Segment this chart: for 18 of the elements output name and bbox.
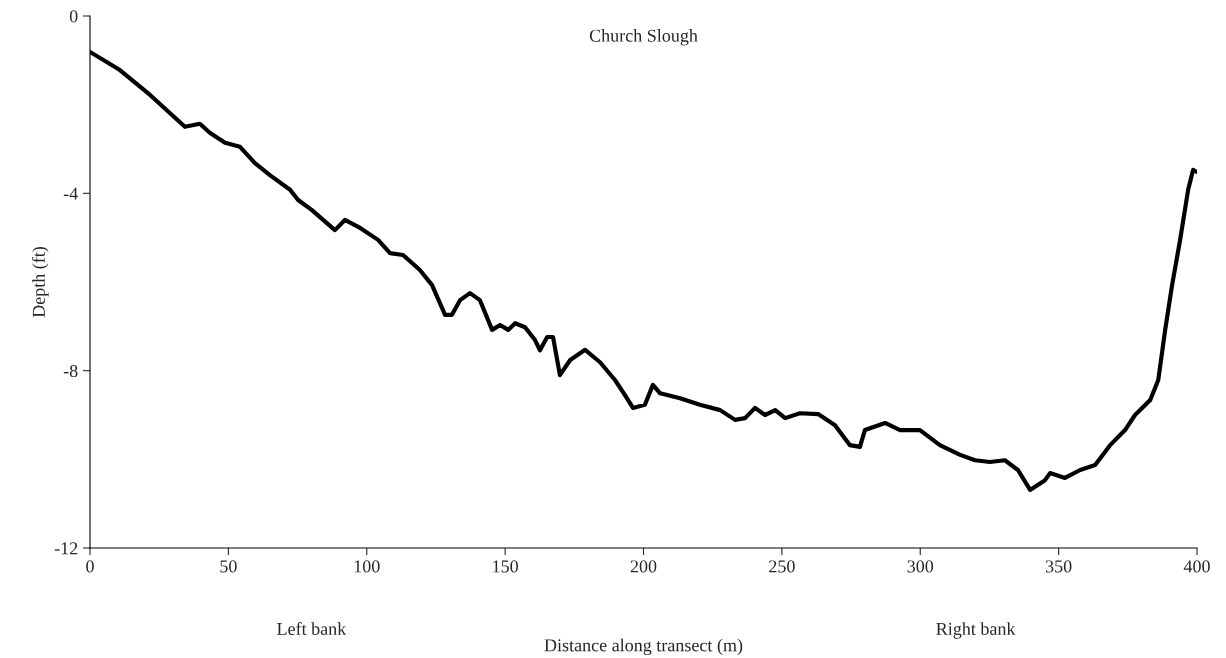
x-tick-label: 50	[220, 560, 237, 573]
y-tick-label: -8	[63, 364, 78, 378]
x-tick-label: 200	[630, 560, 657, 573]
x-tick-label: 150	[493, 560, 518, 573]
x-tick-label: 0	[86, 560, 94, 573]
x-tick-label: 250	[769, 560, 795, 573]
y-tick-label: -12	[54, 542, 78, 555]
text: Church Slough	[589, 29, 698, 46]
x-tick-label: 300	[907, 560, 934, 573]
y-axis-title: Depth (ft)	[32, 246, 49, 318]
text: Left bank	[277, 622, 347, 635]
y-tick-label: -4	[63, 187, 78, 200]
x-tick-label: 100	[354, 560, 380, 573]
y-tick-label: 0	[69, 10, 78, 23]
text: Right bank	[936, 622, 1016, 639]
x-axis-title: Distance along transect (m)	[544, 638, 743, 656]
x-tick-label: 400	[1183, 560, 1210, 573]
x-tick-label: 350	[1045, 560, 1072, 573]
